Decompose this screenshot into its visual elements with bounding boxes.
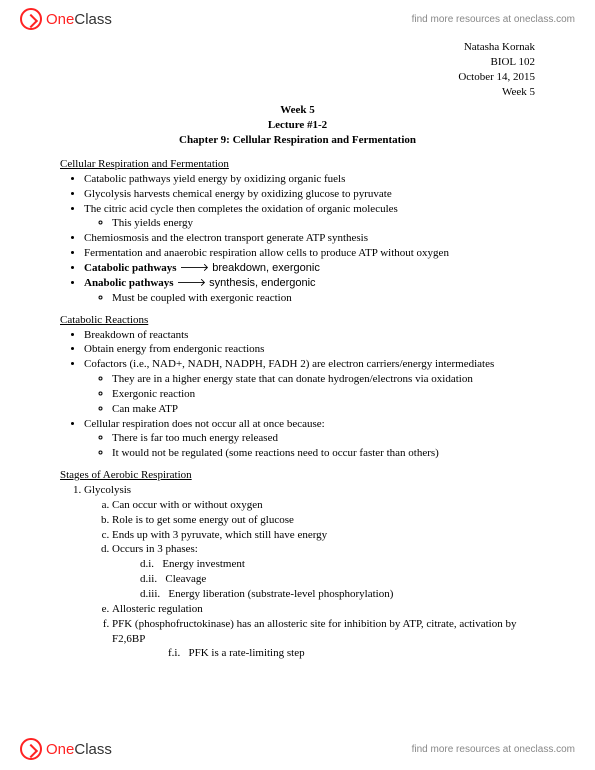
brand-text: OneClass <box>46 11 112 28</box>
list-item: Catabolic pathways yield energy by oxidi… <box>84 172 535 187</box>
section-heading-2: Catabolic Reactions <box>60 314 535 326</box>
section-heading-3: Stages of Aerobic Respiration <box>60 469 535 481</box>
list-item: d.iii. Energy liberation (substrate-leve… <box>84 587 535 602</box>
list-item: Allosteric regulation <box>112 602 535 617</box>
list-item: Can occur with or without oxygen <box>112 498 535 513</box>
list-item: Fermentation and anaerobic respiration a… <box>84 246 535 261</box>
title-block: Week 5 Lecture #1-2 Chapter 9: Cellular … <box>60 103 535 148</box>
page-footer: OneClass find more resources at oneclass… <box>0 734 595 764</box>
section-2-list: Breakdown of reactants Obtain energy fro… <box>60 328 535 462</box>
meta-date: October 14, 2015 <box>60 70 535 85</box>
list-text: PFK is a rate-limiting step <box>188 647 304 659</box>
list-item: Catabolic pathways 🡒 breakdown, exergoni… <box>84 261 535 276</box>
list-item: Can make ATP <box>112 402 535 417</box>
section-3-list: Glycolysis Can occur with or without oxy… <box>60 483 535 661</box>
section-1-list: Catabolic pathways yield energy by oxidi… <box>60 172 535 306</box>
list-item: There is far too much energy released <box>112 431 535 446</box>
section-heading-1: Cellular Respiration and Fermentation <box>60 158 535 170</box>
brand-one: One <box>46 741 74 758</box>
list-item: Glycolysis Can occur with or without oxy… <box>84 483 535 661</box>
brand-logo-footer: OneClass <box>20 738 112 760</box>
doc-meta: Natasha Kornak BIOL 102 October 14, 2015… <box>60 40 535 99</box>
list-item: Chemiosmosis and the electron transport … <box>84 231 535 246</box>
brand-logo: OneClass <box>20 8 112 30</box>
list-item: Ends up with 3 pyruvate, which still hav… <box>112 528 535 543</box>
list-item: It would not be regulated (some reaction… <box>112 446 535 461</box>
roman-label: d.ii. <box>140 573 157 585</box>
list-item: Exergonic reaction <box>112 387 535 402</box>
list-item: d.i. Energy investment <box>84 557 535 572</box>
brand-text-footer: OneClass <box>46 741 112 758</box>
list-text: 🡒 breakdown, exergonic <box>177 262 320 274</box>
list-item: Glycolysis harvests chemical energy by o… <box>84 187 535 202</box>
footer-link[interactable]: find more resources at oneclass.com <box>412 744 575 755</box>
brand-class: Class <box>74 11 112 28</box>
list-item: Obtain energy from endergonic reactions <box>84 342 535 357</box>
list-item: d.ii. Cleavage <box>84 572 535 587</box>
logo-icon <box>20 738 42 760</box>
brand-one: One <box>46 11 74 28</box>
list-item: Occurs in 3 phases: <box>112 542 535 557</box>
list-text: The citric acid cycle then completes the… <box>84 203 398 215</box>
logo-icon <box>20 8 42 30</box>
roman-label: d.iii. <box>140 588 160 600</box>
list-item: The citric acid cycle then completes the… <box>84 202 535 232</box>
list-text: Cleavage <box>165 573 206 585</box>
list-text: Energy liberation (substrate-level phosp… <box>168 588 393 600</box>
title-chapter: Chapter 9: Cellular Respiration and Ferm… <box>60 133 535 148</box>
list-text: 🡒 synthesis, endergonic <box>174 277 316 289</box>
list-text: Glycolysis <box>84 484 131 496</box>
bold-term: Catabolic pathways <box>84 262 177 274</box>
list-item: They are in a higher energy state that c… <box>112 372 535 387</box>
meta-week: Week 5 <box>60 85 535 100</box>
roman-label: d.i. <box>140 558 154 570</box>
list-item: Must be coupled with exergonic reaction <box>112 291 535 306</box>
list-item: f.i. PFK is a rate-limiting step <box>84 646 535 661</box>
list-item: Role is to get some energy out of glucos… <box>112 513 535 528</box>
title-week: Week 5 <box>60 103 535 118</box>
bold-term: Anabolic pathways <box>84 277 174 289</box>
page-header: OneClass find more resources at oneclass… <box>0 0 595 34</box>
title-lecture: Lecture #1-2 <box>60 118 535 133</box>
list-text: PFK (phosphofructokinase) has an alloste… <box>112 618 516 645</box>
roman-label: f.i. <box>168 647 180 659</box>
list-item: Anabolic pathways 🡒 synthesis, endergoni… <box>84 276 535 306</box>
page-body: Natasha Kornak BIOL 102 October 14, 2015… <box>0 34 595 661</box>
meta-course: BIOL 102 <box>60 55 535 70</box>
list-text: Occurs in 3 phases: <box>112 543 198 555</box>
list-text: Cofactors (i.e., NAD+, NADH, NADPH, FADH… <box>84 358 494 370</box>
list-item: Cellular respiration does not occur all … <box>84 417 535 462</box>
list-item: Cofactors (i.e., NAD+, NADH, NADPH, FADH… <box>84 357 535 416</box>
list-item: Breakdown of reactants <box>84 328 535 343</box>
header-link[interactable]: find more resources at oneclass.com <box>412 14 575 25</box>
list-item: PFK (phosphofructokinase) has an alloste… <box>112 617 535 647</box>
brand-class: Class <box>74 741 112 758</box>
meta-author: Natasha Kornak <box>60 40 535 55</box>
list-text: Energy investment <box>162 558 245 570</box>
list-text: Cellular respiration does not occur all … <box>84 418 325 430</box>
list-item: This yields energy <box>112 216 535 231</box>
